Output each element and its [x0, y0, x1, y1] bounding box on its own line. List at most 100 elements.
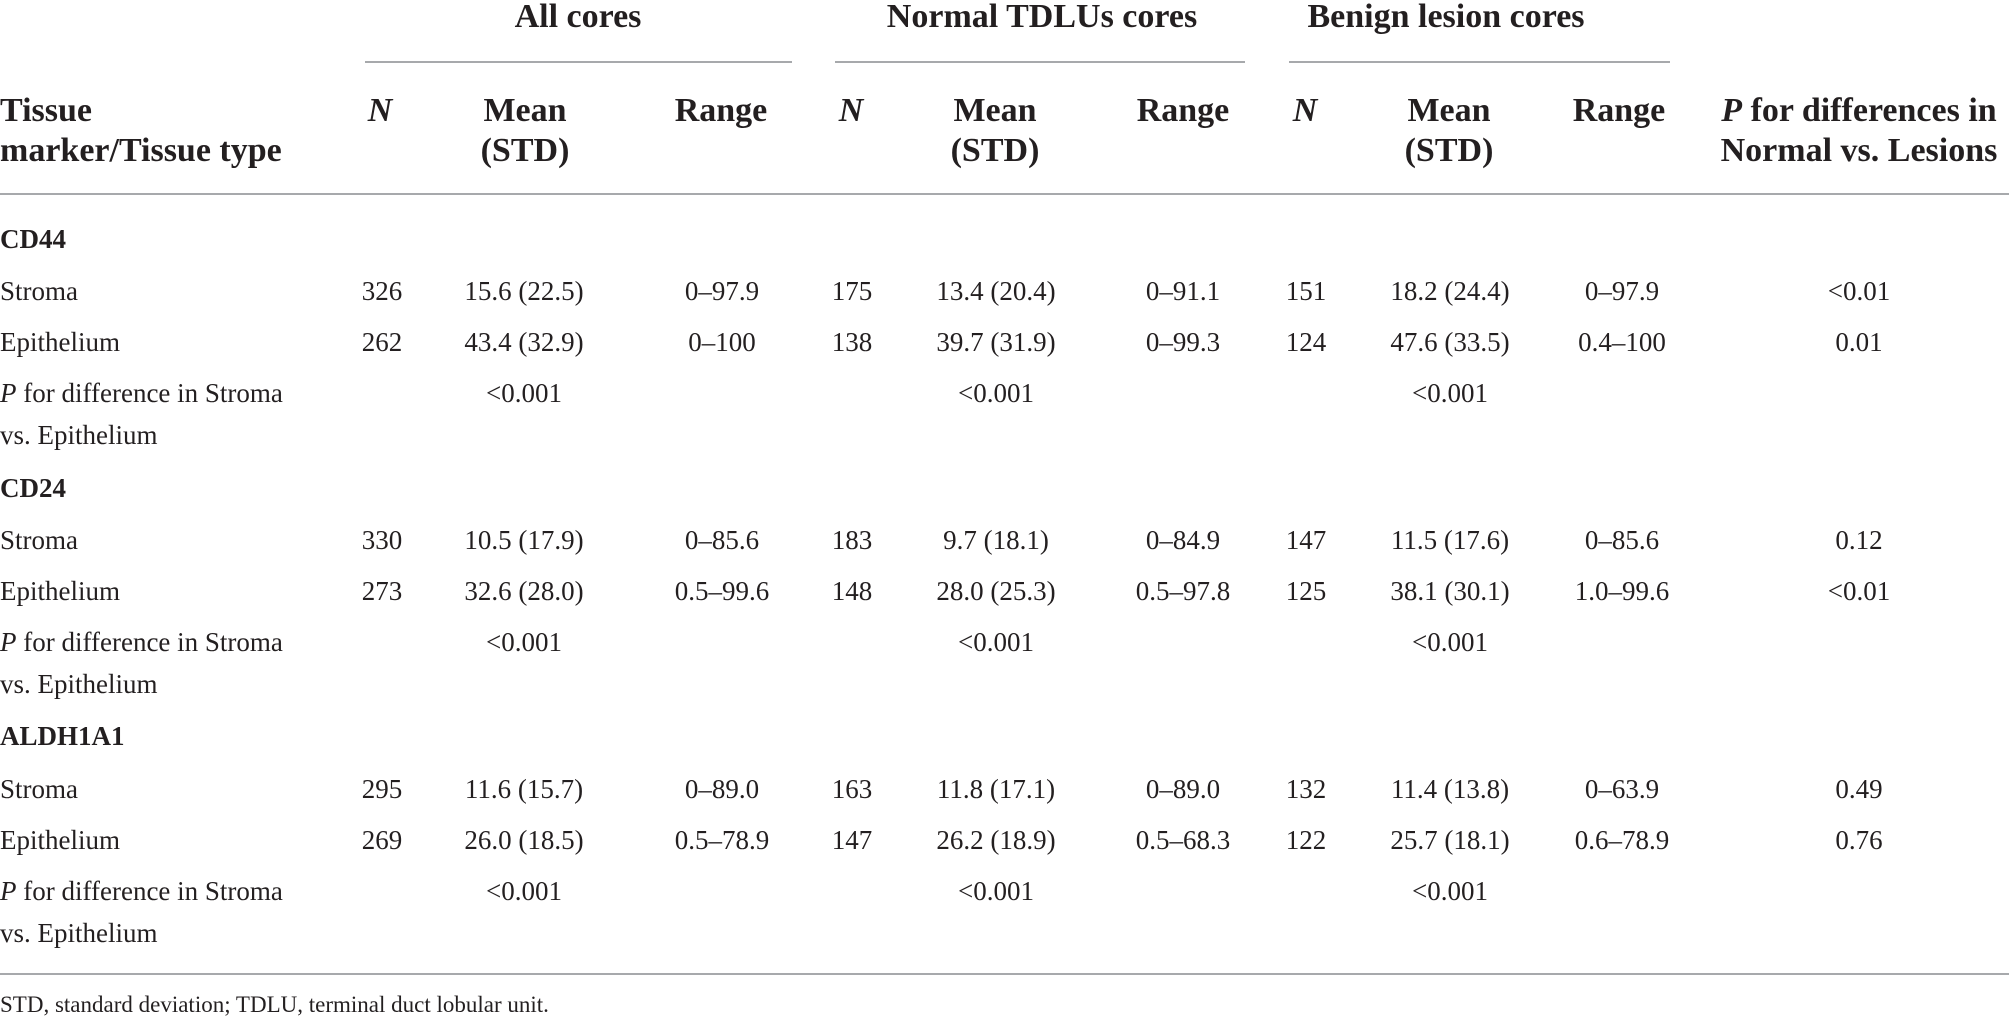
- row-label: Stroma: [0, 525, 78, 555]
- cell-mean-all: 10.5 (17.9): [464, 525, 584, 555]
- cell-mean-normal: 26.2 (18.9): [936, 825, 1056, 855]
- group-header-benign-lesion: Benign lesion cores: [1307, 0, 1585, 35]
- header-range-normal: Range: [1136, 92, 1230, 129]
- cell-mean-benign: 18.2 (24.4): [1390, 276, 1510, 306]
- cell-range-normal: 0–89.0: [1145, 774, 1221, 804]
- header-mean-normal-line1: Mean: [953, 92, 1037, 129]
- header-range-benign: Range: [1572, 92, 1666, 129]
- header-p-diff-line2: Normal vs. Lesions: [1720, 132, 1998, 169]
- header-bottom-rule: [0, 193, 2009, 195]
- cell-mean-benign: 11.5 (17.6): [1390, 525, 1510, 555]
- p-value-all: <0.001: [486, 876, 562, 906]
- cell-range-all: 0.5–78.9: [674, 825, 770, 855]
- cell-mean-benign: 25.7 (18.1): [1390, 825, 1510, 855]
- cell-n-normal: 147: [831, 825, 873, 855]
- cell-range-benign: 0–85.6: [1584, 525, 1660, 555]
- cell-range-all: 0–89.0: [684, 774, 760, 804]
- cell-range-normal: 0–91.1: [1145, 276, 1221, 306]
- cell-n-benign: 147: [1285, 525, 1327, 555]
- cell-mean-normal: 28.0 (25.3): [936, 576, 1056, 606]
- cell-n-all: 330: [361, 525, 403, 555]
- p-row-label-line2: vs. Epithelium: [0, 918, 158, 948]
- group-header-normal-tdlus: Normal TDLUs cores: [886, 0, 1198, 35]
- group-header-all-cores: All cores: [514, 0, 642, 35]
- p-value-normal: <0.001: [958, 378, 1034, 408]
- header-mean-all-line1: Mean: [483, 92, 567, 129]
- cell-n-normal: 138: [831, 327, 873, 357]
- cell-mean-benign: 38.1 (30.1): [1390, 576, 1510, 606]
- cell-range-benign: 0.6–78.9: [1574, 825, 1670, 855]
- cell-n-normal: 183: [831, 525, 873, 555]
- cell-mean-all: 43.4 (32.9): [464, 327, 584, 357]
- marker-heading-aldh1a1: ALDH1A1: [0, 721, 125, 751]
- cell-n-normal: 148: [831, 576, 873, 606]
- p-value-normal: <0.001: [958, 627, 1034, 657]
- header-tissue-line2: marker/Tissue type: [0, 132, 282, 169]
- cell-n-all: 295: [361, 774, 403, 804]
- cell-p-diff: 0.12: [1835, 525, 1883, 555]
- p-row-label-line1: P for difference in Stroma: [0, 378, 283, 408]
- p-row-label-line1: P for difference in Stroma: [0, 876, 283, 906]
- header-mean-all-line2: (STD): [480, 132, 570, 169]
- row-label: Epithelium: [0, 825, 120, 855]
- header-n-benign: N: [1292, 92, 1318, 129]
- cell-n-normal: 175: [831, 276, 873, 306]
- p-value-benign: <0.001: [1412, 876, 1488, 906]
- cell-n-all: 269: [361, 825, 403, 855]
- cell-range-normal: 0–84.9: [1145, 525, 1221, 555]
- cell-range-benign: 0–63.9: [1584, 774, 1660, 804]
- cell-p-diff: <0.01: [1827, 576, 1891, 606]
- row-label: Stroma: [0, 276, 78, 306]
- header-mean-benign-line1: Mean: [1407, 92, 1491, 129]
- cell-n-benign: 124: [1285, 327, 1327, 357]
- cell-n-all: 326: [361, 276, 403, 306]
- cell-range-all: 0–97.9: [684, 276, 760, 306]
- marker-heading-cd44: CD44: [0, 224, 66, 254]
- cell-mean-all: 32.6 (28.0): [464, 576, 584, 606]
- cell-range-normal: 0–99.3: [1145, 327, 1221, 357]
- cell-p-diff: 0.49: [1835, 774, 1883, 804]
- cell-range-benign: 0.4–100: [1578, 327, 1666, 357]
- cell-p-diff: 0.76: [1835, 825, 1883, 855]
- cell-range-all: 0–85.6: [684, 525, 760, 555]
- marker-heading-cd24: CD24: [0, 473, 66, 503]
- group-underline-normal: [835, 61, 1245, 63]
- table-bottom-rule: [0, 973, 2009, 975]
- table-footnote: STD, standard deviation; TDLU, terminal …: [0, 992, 549, 1017]
- p-value-normal: <0.001: [958, 876, 1034, 906]
- cell-n-benign: 122: [1285, 825, 1327, 855]
- cell-n-benign: 132: [1285, 774, 1327, 804]
- header-mean-normal-line2: (STD): [950, 132, 1040, 169]
- cell-n-benign: 151: [1285, 276, 1327, 306]
- cell-range-all: 0.5–99.6: [674, 576, 770, 606]
- p-value-all: <0.001: [486, 378, 562, 408]
- cell-range-benign: 0–97.9: [1584, 276, 1660, 306]
- header-range-all: Range: [674, 92, 768, 129]
- cell-range-normal: 0.5–68.3: [1135, 825, 1231, 855]
- cell-n-normal: 163: [831, 774, 873, 804]
- cell-mean-all: 15.6 (22.5): [464, 276, 584, 306]
- row-label: Stroma: [0, 774, 78, 804]
- group-underline-benign: [1289, 61, 1670, 63]
- header-mean-benign-line2: (STD): [1404, 132, 1494, 169]
- row-label: Epithelium: [0, 576, 120, 606]
- cell-mean-benign: 11.4 (13.8): [1390, 774, 1510, 804]
- cell-mean-all: 11.6 (15.7): [464, 774, 584, 804]
- cell-range-all: 0–100: [688, 327, 756, 357]
- p-row-label-line2: vs. Epithelium: [0, 420, 158, 450]
- cell-range-normal: 0.5–97.8: [1135, 576, 1231, 606]
- cell-range-benign: 1.0–99.6: [1574, 576, 1670, 606]
- cell-mean-normal: 11.8 (17.1): [936, 774, 1056, 804]
- cell-n-all: 262: [361, 327, 403, 357]
- cell-mean-all: 26.0 (18.5): [464, 825, 584, 855]
- cell-mean-normal: 9.7 (18.1): [943, 525, 1049, 555]
- cell-n-all: 273: [361, 576, 403, 606]
- p-value-benign: <0.001: [1412, 378, 1488, 408]
- group-underline-all: [365, 61, 792, 63]
- cell-n-benign: 125: [1285, 576, 1327, 606]
- header-n-normal: N: [838, 92, 864, 129]
- cell-mean-normal: 13.4 (20.4): [936, 276, 1056, 306]
- p-row-label-line1: P for difference in Stroma: [0, 627, 283, 657]
- header-p-diff-line1: P for differences in: [1721, 92, 1997, 129]
- header-tissue-line1: Tissue: [0, 92, 92, 129]
